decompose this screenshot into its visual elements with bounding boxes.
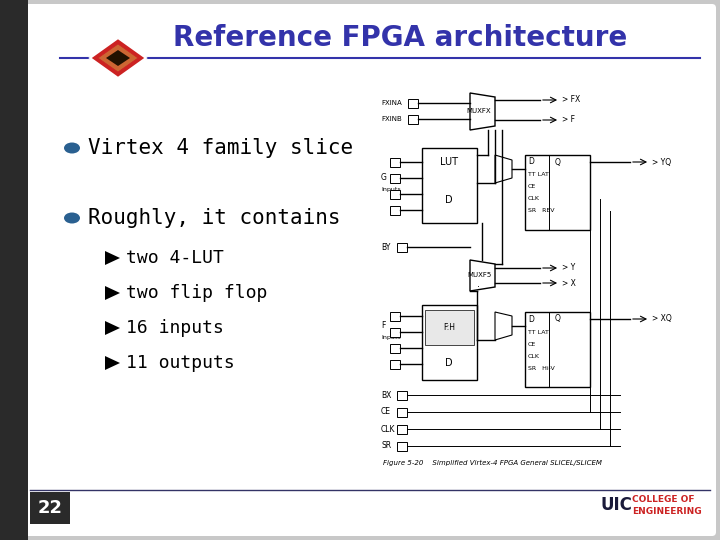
Text: Inputs: Inputs [381, 187, 400, 192]
Text: UIC: UIC [600, 496, 632, 514]
Text: Inputs: Inputs [381, 334, 400, 340]
Text: CE: CE [528, 185, 536, 190]
Text: Q: Q [555, 314, 561, 323]
Bar [397, 424, 407, 434]
Text: BY: BY [381, 242, 390, 252]
Bar [408, 114, 418, 124]
Text: D: D [528, 314, 534, 323]
Text: MUXF5: MUXF5 [467, 272, 491, 278]
Text: SR: SR [381, 442, 391, 450]
Text: Reference FPGA architecture: Reference FPGA architecture [173, 24, 627, 52]
Text: CLK: CLK [528, 354, 540, 359]
Bar [422, 305, 477, 380]
Bar [525, 155, 590, 230]
Text: FXINA: FXINA [381, 100, 402, 106]
Polygon shape [470, 260, 495, 291]
Text: FXINB: FXINB [381, 116, 402, 122]
Text: D: D [445, 195, 453, 205]
Polygon shape [470, 93, 495, 130]
Bar [390, 173, 400, 183]
Text: Q: Q [555, 158, 561, 166]
Text: ENGINEERING: ENGINEERING [632, 508, 701, 516]
Polygon shape [495, 312, 512, 340]
Bar [422, 148, 477, 223]
Bar [525, 312, 590, 387]
Text: > F: > F [562, 116, 575, 125]
Bar [425, 310, 474, 345]
Bar [390, 327, 400, 336]
Text: CLK: CLK [381, 424, 395, 434]
Polygon shape [105, 251, 120, 265]
Text: BX: BX [381, 390, 392, 400]
Text: G: G [381, 173, 387, 183]
Bar [390, 190, 400, 199]
Text: two 4-LUT: two 4-LUT [126, 249, 224, 267]
Text: F: F [381, 321, 385, 329]
Text: > YQ: > YQ [652, 158, 671, 166]
Polygon shape [105, 286, 120, 300]
Bar [390, 343, 400, 353]
Text: two flip flop: two flip flop [126, 284, 267, 302]
Bar [390, 206, 400, 214]
Text: 16 inputs: 16 inputs [126, 319, 224, 337]
Bar [30, 492, 70, 524]
Bar [397, 442, 407, 450]
Text: MUXFX: MUXFX [467, 108, 491, 114]
Text: 11 outputs: 11 outputs [126, 354, 235, 372]
Bar [390, 360, 400, 368]
Text: F:H: F:H [443, 323, 455, 333]
Polygon shape [105, 356, 120, 370]
Bar [0, 0, 28, 540]
Text: TT LAT: TT LAT [528, 172, 549, 178]
Polygon shape [106, 50, 130, 66]
Polygon shape [495, 155, 512, 183]
Text: CLK: CLK [528, 197, 540, 201]
Bar [390, 158, 400, 166]
Text: 22: 22 [37, 499, 63, 517]
Text: Roughly, it contains: Roughly, it contains [88, 208, 341, 228]
Text: > XQ: > XQ [652, 314, 672, 323]
Bar [390, 312, 400, 321]
Polygon shape [98, 44, 138, 72]
Text: > FX: > FX [562, 96, 580, 105]
Text: Virtex 4 family slice: Virtex 4 family slice [88, 138, 353, 158]
Text: CE: CE [528, 341, 536, 347]
Text: .: . [477, 279, 480, 289]
Text: > Y: > Y [562, 264, 575, 273]
Text: D: D [528, 158, 534, 166]
Polygon shape [105, 321, 120, 335]
Text: COLLEGE OF: COLLEGE OF [632, 496, 695, 504]
Text: TT LAT: TT LAT [528, 329, 549, 334]
Bar [397, 408, 407, 416]
Ellipse shape [64, 143, 80, 153]
Ellipse shape [64, 213, 80, 224]
Text: D: D [445, 358, 453, 368]
Text: > X: > X [562, 279, 576, 287]
Polygon shape [90, 38, 146, 78]
Bar [408, 98, 418, 107]
Text: Figure 5-20    Simplified Virtex-4 FPGA General SLICEL/SLICEM: Figure 5-20 Simplified Virtex-4 FPGA Gen… [383, 460, 602, 466]
Text: SR   REV: SR REV [528, 208, 554, 213]
Text: CE: CE [381, 408, 391, 416]
Bar [397, 242, 407, 252]
Bar [397, 390, 407, 400]
Text: SR   Hi-V: SR Hi-V [528, 366, 554, 370]
FancyBboxPatch shape [24, 4, 716, 536]
Text: LUT: LUT [440, 157, 458, 167]
